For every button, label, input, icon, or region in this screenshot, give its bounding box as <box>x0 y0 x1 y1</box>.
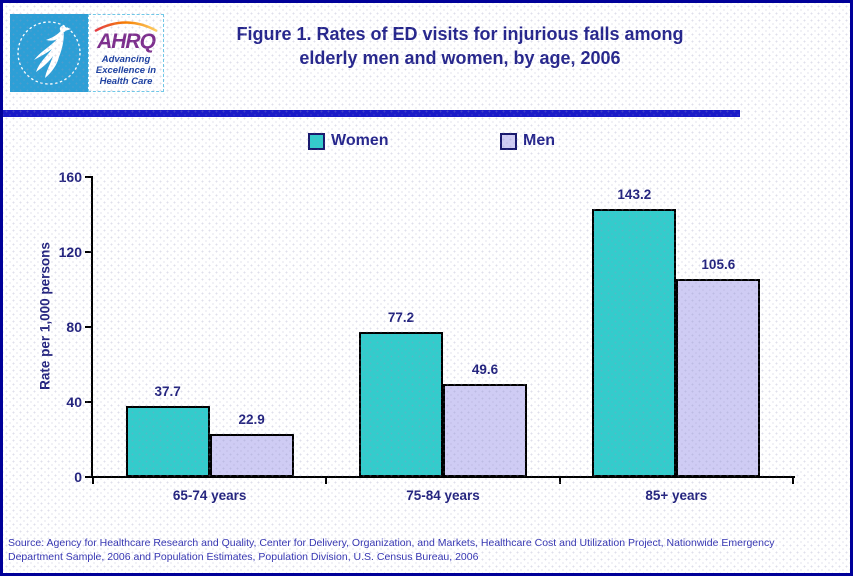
header-divider-bar <box>3 110 740 117</box>
source-note-line2: Department Sample, 2006 and Population E… <box>8 551 479 563</box>
legend-item-men: Men <box>500 132 555 150</box>
y-axis-tick <box>85 251 92 253</box>
figure-title-line1: Figure 1. Rates of ED visits for injurio… <box>236 24 684 44</box>
legend-swatch-men <box>500 132 517 150</box>
y-axis-tick-label: 0 <box>74 469 82 485</box>
ahrq-tagline-line3: Health Care <box>99 76 153 87</box>
legend-item-women: Women <box>308 132 388 150</box>
ahrq-rainbow-arc-icon <box>94 21 158 32</box>
ahrq-wordmark: AHRQ <box>97 30 156 53</box>
y-axis-line <box>91 176 93 478</box>
chart-legend: Women Men <box>0 132 853 154</box>
value-label-women-65-74-years: 37.7 <box>154 384 181 400</box>
ahrq-tagline-line2: Excellence in <box>95 65 157 76</box>
value-label-women-85+-years: 143.2 <box>617 186 652 202</box>
category-label-65-74-years: 65-74 years <box>172 488 247 503</box>
y-axis-tick-label: 40 <box>66 394 82 410</box>
bar-men-65-74-years <box>209 434 294 477</box>
y-axis-tick <box>85 326 92 328</box>
x-axis-tick <box>325 477 328 484</box>
bar-men-75-84-years <box>443 384 527 477</box>
legend-label-men: Men <box>523 132 555 149</box>
ahrq-tagline-line1: Advancing <box>101 54 151 65</box>
category-label-75-84-years: 75-84 years <box>406 488 480 503</box>
bar-men-85+-years <box>676 279 761 477</box>
agency-logo-block: AHRQ Advancing Excellence in Health Care <box>10 14 164 92</box>
x-axis-tick <box>792 477 794 484</box>
y-axis-tick <box>85 401 92 403</box>
source-note-line1: Source: Agency for Healthcare Research a… <box>8 537 775 549</box>
legend-label-women: Women <box>331 132 389 149</box>
y-axis-title: Rate per 1,000 persons <box>37 242 53 390</box>
value-label-men-85+-years: 105.6 <box>701 257 736 272</box>
bar-women-85+-years <box>592 208 677 477</box>
ahrq-logo: AHRQ Advancing Excellence in Health Care <box>88 14 164 92</box>
bar-women-65-74-years <box>125 406 210 477</box>
y-axis-tick <box>85 176 92 178</box>
source-note: Source: Agency for Healthcare Research a… <box>8 536 838 564</box>
x-axis-line <box>91 476 795 478</box>
ahrq-tagline: Advancing Excellence in Health Care <box>96 54 156 87</box>
y-axis-tick-label: 120 <box>58 244 82 260</box>
hhs-eagle-icon <box>17 21 81 85</box>
bar-women-75-84-years <box>359 332 443 477</box>
value-label-men-65-74-years: 22.9 <box>238 412 265 428</box>
y-axis-tick-label: 160 <box>58 169 82 185</box>
y-axis-tick <box>85 476 92 478</box>
value-label-men-75-84-years: 49.6 <box>471 362 499 377</box>
legend-swatch-women <box>308 132 325 150</box>
x-axis-tick <box>558 477 561 484</box>
figure-title-line2: elderly men and women, by age, 2006 <box>299 48 621 68</box>
y-axis-tick-label: 80 <box>66 319 82 335</box>
hhs-logo <box>10 14 88 92</box>
figure-title: Figure 1. Rates of ED visits for injurio… <box>170 22 750 70</box>
value-label-women-75-84-years: 77.2 <box>387 310 415 326</box>
x-axis-tick <box>92 477 94 484</box>
category-label-85+-years: 85+ years <box>645 488 708 503</box>
